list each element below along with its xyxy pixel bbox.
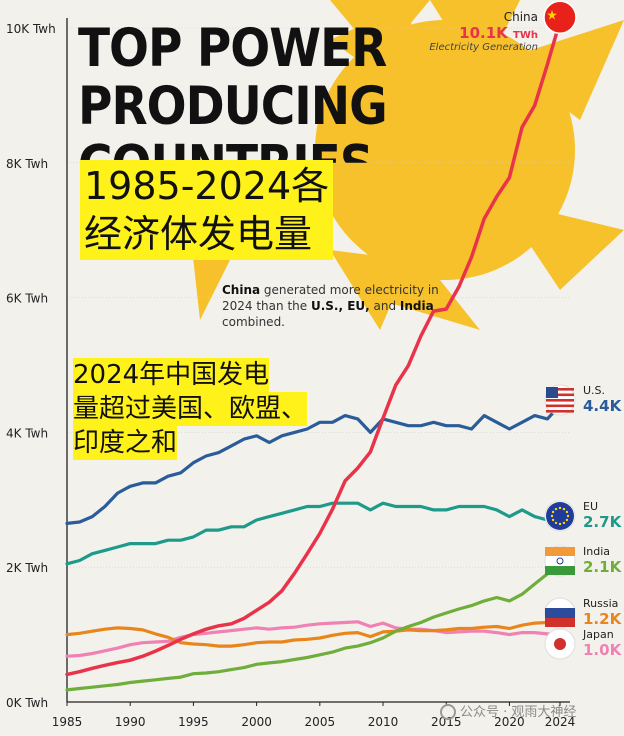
series-line-japan — [65, 620, 562, 658]
callout-note: China generated more electricity in 2024… — [222, 282, 442, 330]
eu-flag-star-icon — [554, 507, 558, 511]
x-tick-label: 1990 — [115, 715, 146, 729]
series-value-label: 1.2K — [583, 610, 623, 628]
y-tick-label: 10K Twh — [6, 22, 56, 36]
india-flag-band-icon — [545, 566, 575, 575]
axes: 0K Twh 2K Twh 4K Twh 6K Twh 8K Twh 10K Twh 198… — [6, 18, 575, 729]
china-flag-star-icon — [547, 10, 557, 20]
japan-flag-sun-icon — [554, 638, 566, 650]
eu-flag-icon — [546, 502, 574, 530]
china-tag: China — [503, 10, 538, 24]
china-callout-label: China 10.1K TWh Electricity Generation — [429, 10, 538, 53]
series-value-label: 2.1K — [583, 558, 623, 576]
series-name-label: Japan — [582, 628, 614, 641]
x-tick-label: 2000 — [241, 715, 272, 729]
eu-flag-star-icon — [558, 522, 562, 526]
y-tick-label: 4K Twh — [6, 426, 48, 440]
china-caption: Electricity Generation — [429, 42, 538, 53]
series-name-label: India — [583, 545, 610, 558]
china-unit: TWh — [513, 30, 538, 41]
india-flag-wheel-icon — [556, 557, 564, 565]
y-tick-label: 0K Twh — [6, 696, 48, 710]
russia-flag-band-icon — [545, 608, 575, 618]
series-name-label: Russia — [583, 597, 618, 610]
x-tick-label: 2010 — [368, 715, 399, 729]
series-value-label: 1.0K — [583, 641, 623, 659]
watermark: 公众号 · 观雨大神经 — [440, 701, 576, 720]
y-tick-label: 6K Twh — [6, 292, 48, 306]
x-tick-label: 2015 — [431, 715, 462, 729]
china-value: 10.1K — [459, 24, 508, 42]
cn-note-line-1: 2024年中国发电 — [73, 358, 270, 392]
callout-text-2: and — [369, 299, 400, 313]
y-tick-label: 2K Twh — [6, 561, 48, 575]
eu-flag-star-icon — [554, 521, 558, 525]
eu-flag-star-icon — [550, 514, 554, 518]
series-name-label: U.S. — [583, 384, 605, 397]
series-value-label: 2.7K — [583, 513, 623, 531]
watermark-text: 公众号 · 观雨大神经 — [460, 705, 577, 720]
russia-flag-band-icon — [545, 618, 575, 627]
series-value-label: 4.4K — [583, 397, 623, 415]
chart-title: TOP POWER PRODUCING COUNTRIES — [78, 17, 388, 195]
series-line-russia — [65, 619, 562, 648]
cn-note-box: 2024年中国发电 量超过美国、欧盟、 印度之和 — [70, 358, 310, 460]
series-line-eu — [65, 501, 562, 566]
callout-bold-india: India — [399, 299, 434, 313]
eu-flag-star-icon — [566, 514, 570, 518]
title-line-2: PRODUCING — [78, 76, 388, 138]
us-flag-stripe-icon — [546, 410, 574, 413]
callout-text-3: combined. — [222, 315, 285, 329]
us-flag-canton-icon — [546, 387, 558, 398]
title-line-1: TOP POWER — [78, 17, 387, 80]
eu-flag-star-icon — [565, 518, 569, 522]
x-tick-label: 2005 — [305, 715, 336, 729]
x-tick-label: 1995 — [178, 715, 209, 729]
us-flag-stripe-icon — [546, 399, 574, 402]
callout-bold-china: China — [222, 283, 261, 297]
india-flag-band-icon — [545, 547, 575, 556]
y-tick-label: 8K Twh — [6, 157, 48, 171]
series-lines — [65, 19, 562, 692]
eu-flag-star-icon — [565, 510, 569, 514]
title-line-3: COUNTRIES — [78, 136, 378, 162]
us-flag-stripe-icon — [546, 388, 574, 391]
us-flag-stripe-icon — [546, 393, 574, 397]
eu-flag-star-icon — [558, 506, 562, 510]
cn-title-box: 1985-2024各 经济体发电量 — [80, 160, 334, 260]
callout-text-1: generated more electricity in 2024 than … — [222, 283, 439, 313]
series-line-us. — [65, 403, 562, 526]
sun-burst — [190, 0, 624, 330]
eu-flag-star-icon — [551, 510, 555, 514]
cn-note-line-3: 印度之和 — [73, 426, 178, 460]
china-flag-icon — [543, 0, 577, 35]
cn-note-line-2: 量超过美国、欧盟、 — [73, 392, 308, 426]
series-line-china — [65, 19, 562, 677]
eu-flag-star-icon — [562, 507, 566, 511]
cn-title-line-1: 1985-2024各 — [84, 164, 330, 208]
wechat-icon — [440, 704, 456, 720]
x-tick-label: 2020 — [494, 715, 525, 729]
x-tick-label: 2024 — [545, 715, 576, 729]
series-name-label: EU — [583, 500, 598, 513]
callout-bold-us-eu: U.S., EU, — [310, 299, 370, 313]
cn-title-line-2: 经济体发电量 — [84, 212, 313, 256]
us-flag-stripe-icon — [546, 404, 574, 408]
series-line-india — [65, 558, 562, 692]
eu-flag-star-icon — [562, 521, 566, 525]
x-tick-label: 1985 — [52, 715, 83, 729]
eu-flag-star-icon — [551, 518, 555, 522]
